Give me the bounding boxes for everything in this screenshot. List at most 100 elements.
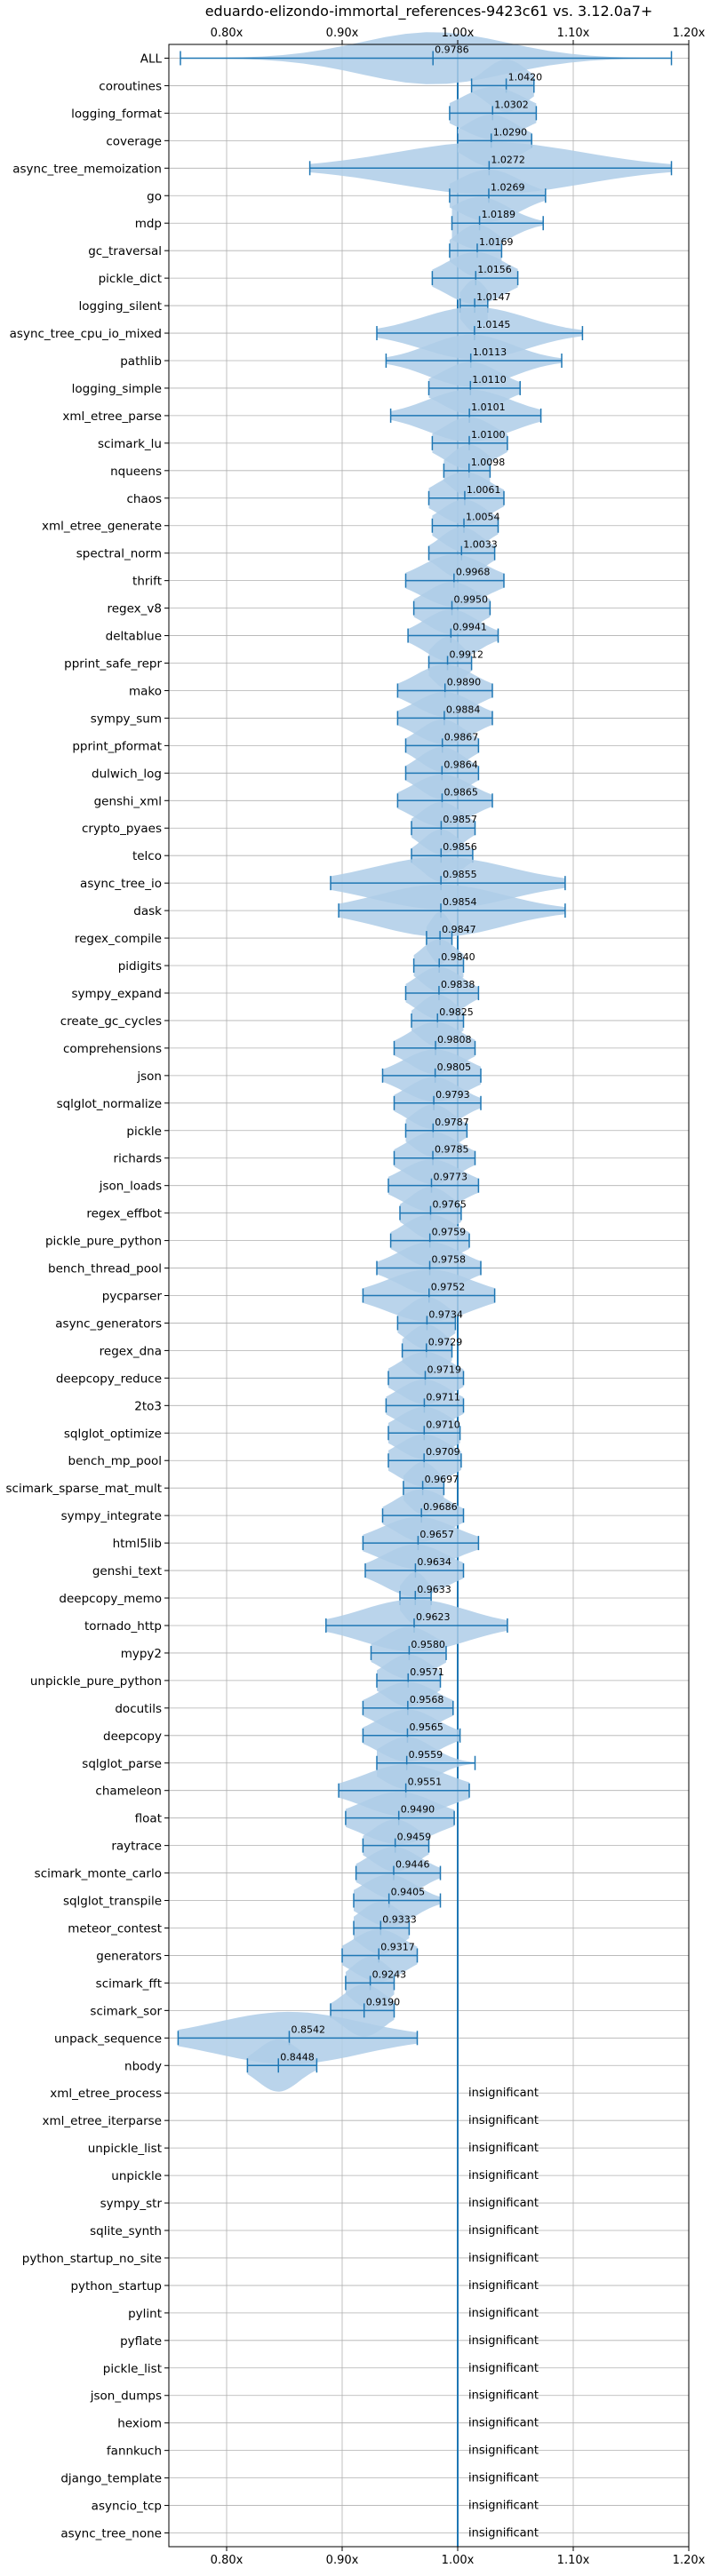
x-tick-label-bottom: 1.20x — [673, 2554, 706, 2567]
benchmark-label: pickle — [126, 1125, 162, 1139]
value-label: 0.9890 — [447, 676, 482, 688]
benchmark-label: regex_v8 — [107, 602, 162, 616]
benchmark-label: sympy_sum — [91, 712, 162, 726]
benchmark-label: pickle_list — [103, 2362, 162, 2376]
value-label: 0.9825 — [439, 1006, 474, 1018]
insignificant-label: insignificant — [468, 2417, 539, 2430]
benchmark-label: unpickle — [111, 2169, 162, 2183]
value-label: 0.9559 — [409, 1749, 443, 1761]
benchmark-label: mypy2 — [121, 1647, 162, 1661]
value-label: 0.9317 — [380, 1941, 415, 1952]
benchmark-label: sqlglot_parse — [82, 1757, 162, 1771]
value-label: 0.9568 — [410, 1694, 444, 1705]
value-label: 0.9190 — [366, 1996, 401, 2008]
benchmark-label: json_loads — [99, 1180, 162, 1194]
value-label: 0.9867 — [444, 731, 478, 743]
benchmark-label: pickle_pure_python — [45, 1235, 162, 1249]
value-label: 0.9633 — [417, 1584, 451, 1595]
benchmark-label: sympy_expand — [71, 987, 162, 1001]
value-label: 0.9855 — [443, 869, 477, 880]
benchmark-label: pyflate — [120, 2334, 162, 2349]
benchmark-label: xml_etree_iterparse — [43, 2114, 163, 2128]
benchmark-label: bench_thread_pool — [48, 1262, 162, 1276]
value-label: 1.0302 — [494, 99, 529, 110]
benchmark-label: sqlglot_transpile — [63, 1895, 162, 1909]
value-label: 0.9759 — [432, 1227, 467, 1238]
x-tick-label-top: 0.80x — [211, 27, 244, 40]
benchmark-label: deepcopy — [103, 1729, 162, 1744]
value-label: 1.0272 — [491, 154, 525, 165]
benchmark-label: scimark_monte_carlo — [35, 1867, 162, 1881]
value-label: 0.9805 — [437, 1061, 472, 1073]
benchmark-label: richards — [114, 1152, 162, 1166]
value-label: 1.0420 — [508, 71, 543, 83]
benchmark-label: django_template — [60, 2472, 162, 2486]
value-label: 0.9758 — [432, 1254, 467, 1266]
benchmark-label: unpickle_list — [88, 2142, 162, 2156]
benchmark-label: logging_format — [71, 107, 162, 121]
insignificant-label: insignificant — [468, 2500, 539, 2513]
benchmark-label: python_startup_no_site — [22, 2252, 162, 2266]
x-tick-label-top: 1.10x — [557, 27, 590, 40]
benchmark-label: scimark_lu — [98, 437, 162, 451]
value-label: 0.9734 — [428, 1308, 463, 1320]
benchmark-label: logging_simple — [72, 382, 162, 396]
benchmark-label: unpack_sequence — [54, 2031, 162, 2046]
benchmark-label: regex_effbot — [86, 1207, 162, 1221]
insignificant-label: insignificant — [468, 2279, 539, 2293]
value-label: 0.9856 — [443, 841, 477, 853]
benchmark-label: async_generators — [55, 1316, 162, 1331]
value-label: 0.9686 — [423, 1501, 458, 1513]
insignificant-label: insignificant — [468, 2197, 539, 2210]
value-label: 1.0290 — [493, 126, 528, 138]
benchmark-label: dask — [133, 904, 162, 918]
value-label: 0.9765 — [432, 1199, 467, 1211]
benchmark-label: spectral_norm — [76, 547, 162, 561]
value-label: 0.9854 — [443, 896, 477, 908]
benchmark-label: scimark_fft — [96, 1976, 162, 1991]
benchmark-label: genshi_xml — [94, 794, 162, 808]
value-label: 0.9710 — [426, 1419, 460, 1430]
insignificant-label: insignificant — [468, 2307, 539, 2320]
value-label: 0.9787 — [435, 1117, 469, 1128]
benchmark-label: float — [135, 1812, 162, 1826]
benchmark-label: scimark_sor — [90, 2004, 162, 2018]
x-tick-label-bottom: 1.10x — [557, 2554, 590, 2567]
value-label: 0.9884 — [446, 704, 481, 715]
insignificant-label: insignificant — [468, 2114, 539, 2127]
benchmark-label: deepcopy_memo — [59, 1592, 162, 1606]
benchmark-label: chameleon — [95, 1785, 162, 1799]
insignificant-label: insignificant — [468, 2252, 539, 2265]
value-label: 1.0101 — [471, 402, 506, 413]
value-label: 0.9912 — [450, 649, 484, 661]
benchmark-label: sympy_str — [100, 2197, 163, 2211]
benchmark-label: telco — [132, 849, 162, 863]
benchmark-label: regex_compile — [75, 932, 162, 946]
value-label: 1.0169 — [479, 236, 514, 248]
benchmark-label: raytrace — [111, 1840, 162, 1854]
value-label: 0.9459 — [397, 1832, 432, 1843]
insignificant-label: insignificant — [468, 2472, 539, 2485]
value-label: 0.9565 — [409, 1721, 443, 1733]
benchmark-label: thrift — [132, 575, 162, 589]
benchmark-label: 2to3 — [134, 1399, 162, 1413]
x-tick-label-bottom: 1.00x — [442, 2554, 475, 2567]
benchmark-label: coroutines — [99, 79, 162, 93]
benchmark-label: xml_etree_generate — [42, 520, 162, 534]
value-label: 0.9405 — [391, 1887, 426, 1898]
value-label: 0.9793 — [435, 1089, 469, 1101]
x-tick-label-bottom: 0.80x — [211, 2554, 244, 2567]
benchmark-label: async_tree_cpu_io_mixed — [10, 327, 162, 341]
benchmark-label: mdp — [135, 217, 162, 231]
benchmark-label: docutils — [115, 1702, 162, 1716]
x-tick-label-bottom: 0.90x — [326, 2554, 359, 2567]
benchmark-label: bench_mp_pool — [68, 1454, 162, 1468]
label-layer: ALL coroutines logging_format coverage async… — [6, 44, 543, 2540]
value-label: 1.0061 — [467, 484, 501, 496]
insignificant-label: insignificant — [468, 2445, 539, 2458]
benchmark-label: xml_etree_process — [50, 2087, 162, 2101]
x-tick-label-top: 1.20x — [673, 27, 706, 40]
x-tick-label-top: 1.00x — [442, 27, 475, 40]
value-label: 0.9571 — [410, 1666, 444, 1678]
benchmark-label: pycparser — [102, 1290, 163, 1304]
